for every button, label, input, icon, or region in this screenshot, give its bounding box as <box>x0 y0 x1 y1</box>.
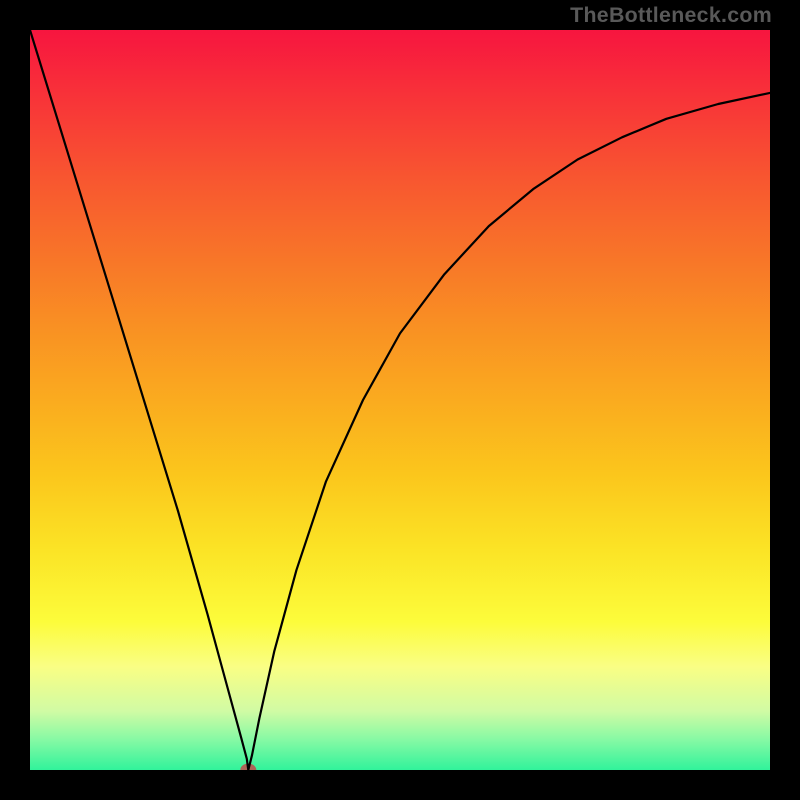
plot-svg <box>30 30 770 770</box>
watermark-text: TheBottleneck.com <box>570 3 772 28</box>
plot-area <box>30 30 770 770</box>
chart-root: TheBottleneck.com <box>0 0 800 800</box>
gradient-background <box>30 30 770 770</box>
